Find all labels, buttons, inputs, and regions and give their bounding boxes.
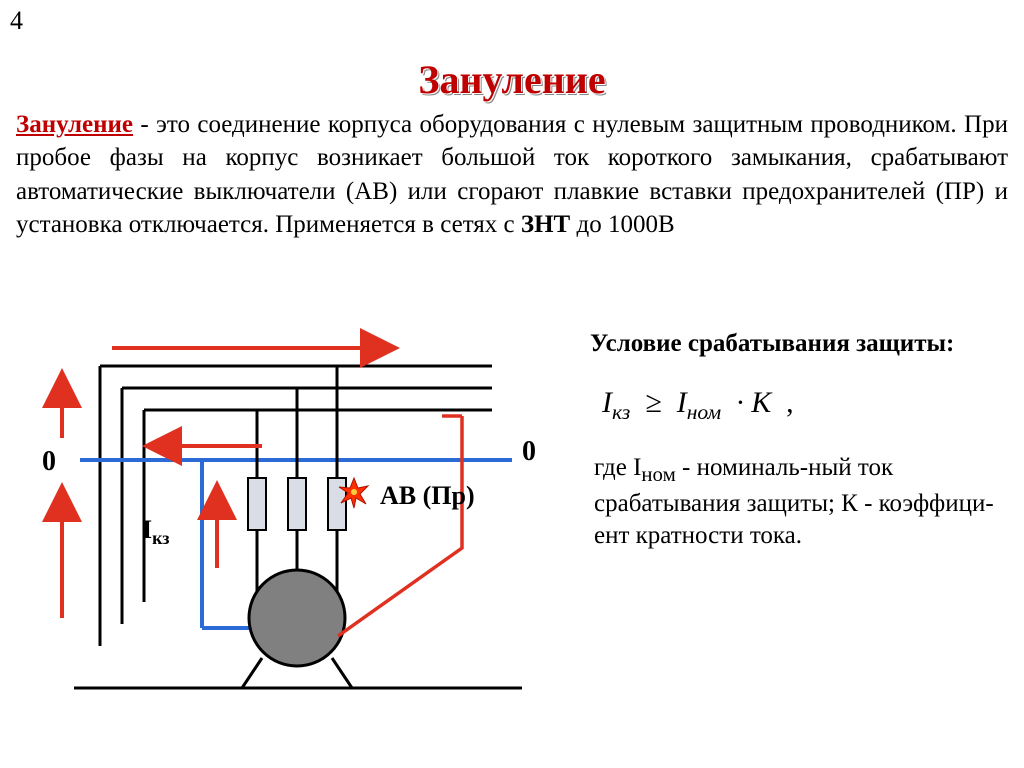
- label-av: АВ (Пр): [380, 481, 475, 510]
- label-ikz: Iкз: [142, 515, 170, 548]
- label-zero-left: 0: [42, 446, 56, 477]
- condition-block: Условие срабатывания защиты: Iкз ≥ Iном …: [590, 328, 1010, 553]
- page-number: 4: [10, 6, 23, 36]
- circuit-diagram: 0 0 Iкз АВ (Пр): [2, 318, 582, 738]
- body-text-1: - это соединение корпуса оборудования с …: [16, 111, 1008, 238]
- definition-paragraph: Зануление - это соединение корпуса обору…: [16, 108, 1008, 241]
- condition-title: Условие срабатывания защиты:: [590, 328, 1010, 361]
- body-text-2: до 1000В: [570, 211, 674, 238]
- label-zero-right: 0: [522, 436, 536, 467]
- term: Зануление: [16, 111, 133, 138]
- page-title: Зануление: [0, 56, 1024, 103]
- body-bold: ЗНТ: [521, 211, 570, 238]
- formula: Iкз ≥ Iном · К ,: [602, 383, 1010, 426]
- formula-description: где Iном - номиналь-ный ток срабатывания…: [594, 452, 1010, 553]
